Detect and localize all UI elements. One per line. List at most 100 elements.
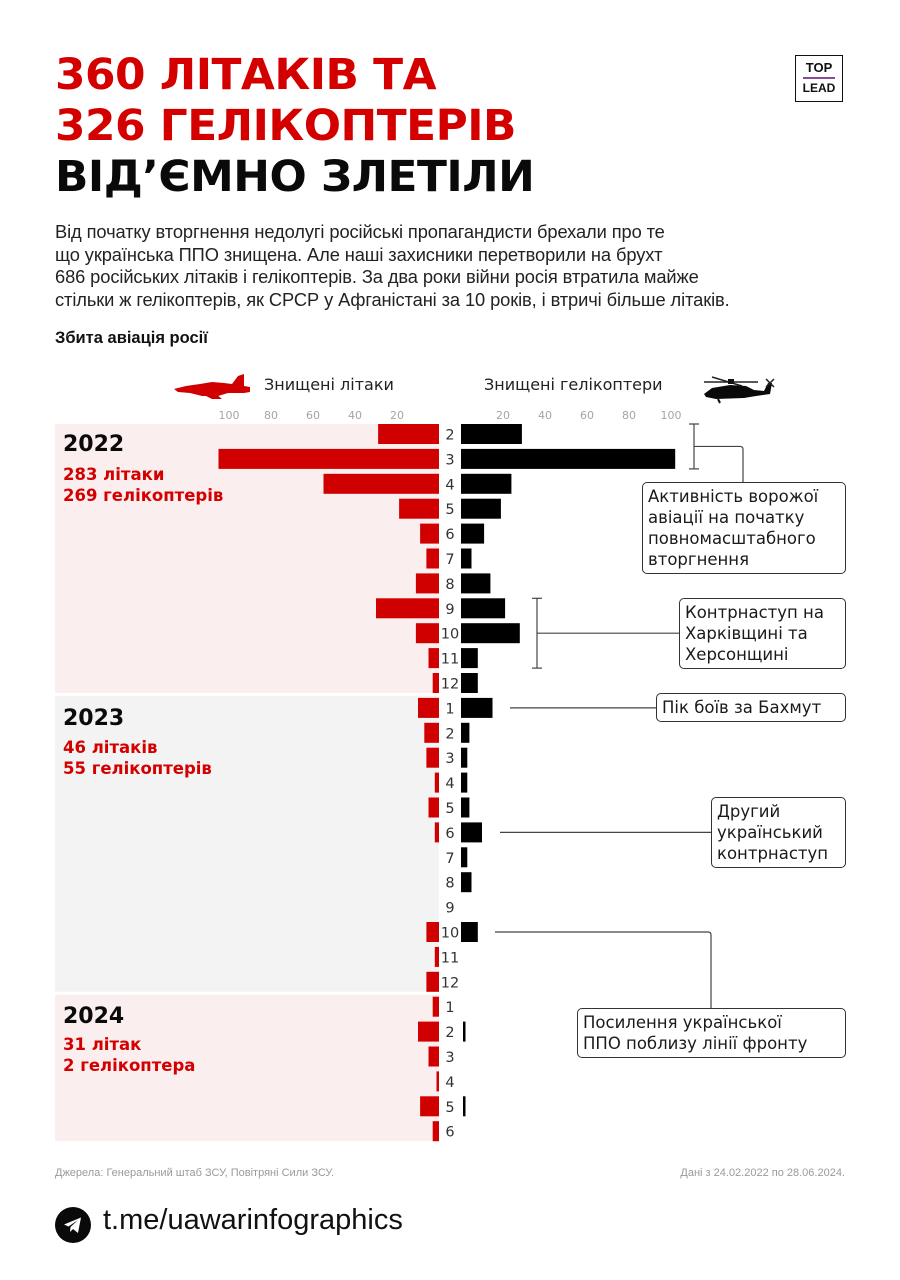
plane-bar-2023-1 <box>418 697 439 718</box>
plane-bar-2023-6 <box>434 822 439 843</box>
annotation-air-defense: Посилення української ППО поблизу лінії … <box>577 1008 846 1058</box>
annotation-line: контрнаступ <box>717 844 829 863</box>
headline-line-3: ВІД’ЄМНО ЗЛЕТІЛИ <box>55 152 535 202</box>
plane-bar-2024-4 <box>436 1071 439 1092</box>
telegram-icon <box>55 1207 91 1243</box>
plane-bar-2022-2 <box>378 424 439 444</box>
annotation-line: Другий <box>717 802 781 821</box>
plane-bar-2022-3 <box>218 448 439 469</box>
month-label-2022-5: 5 <box>445 502 454 518</box>
year-block-2024-background <box>55 994 439 1142</box>
logo-bottom-text: LEAD <box>802 80 836 95</box>
plane-bar-2023-3 <box>426 747 439 768</box>
month-label-2022-11: 11 <box>441 652 459 668</box>
intro-line: Від початку вторгнення недолугі російськ… <box>55 221 665 242</box>
left-axis-tick: 60 <box>306 409 320 422</box>
right-axis-tick: 20 <box>496 409 510 422</box>
month-label-2024-5: 5 <box>445 1100 454 1116</box>
telegram-channel-link[interactable]: t.me/uawarinfographics <box>103 1204 403 1236</box>
plane-bar-2023-2 <box>424 722 439 743</box>
annotation-line: Пік боїв за Бахмут <box>662 698 822 717</box>
plane-bar-2024-6 <box>432 1121 439 1142</box>
month-label-2023-1: 1 <box>445 701 454 717</box>
helicopter-bar-2022-7 <box>461 548 472 569</box>
logo-top-text: TOP <box>805 60 833 75</box>
year-2024-label: 2024 <box>63 1004 125 1029</box>
plane-bar-2023-4 <box>434 772 439 793</box>
month-label-2023-12: 12 <box>441 975 459 991</box>
month-label-2023-10: 10 <box>441 926 459 942</box>
plane-bar-2023-11 <box>434 946 439 967</box>
helicopter-icon <box>704 376 775 404</box>
helicopter-bar-2022-6 <box>461 523 485 544</box>
helicopter-bar-2022-2 <box>461 424 522 444</box>
plane-bar-2024-1 <box>432 996 439 1017</box>
legend-helicopters: Знищені гелікоптери <box>484 375 663 394</box>
annotation-line: вторгнення <box>648 550 750 569</box>
headline: 360 ЛІТАКІВ ТА 326 ГЕЛІКОПТЕРІВ ВІД’ЄМНО… <box>55 50 535 203</box>
helicopter-bar-2023-3 <box>461 747 468 768</box>
plane-bar-2023-12 <box>426 971 439 992</box>
helicopter-bar-2022-10 <box>461 623 520 644</box>
plane-bar-2022-8 <box>415 573 439 594</box>
year-2023-label: 2023 <box>63 706 125 731</box>
annotation-line: ППО поблизу лінії фронту <box>583 1034 808 1053</box>
year-2022-planes-total: 283 літаки <box>63 465 165 484</box>
plane-bar-2022-7 <box>426 548 439 569</box>
month-label-2022-9: 9 <box>445 602 454 618</box>
month-label-2023-2: 2 <box>445 726 454 742</box>
month-label-2023-3: 3 <box>445 751 454 767</box>
top-lead-logo: TOP LEAD <box>795 55 843 102</box>
intro-line: 686 російських літаків і гелікоптерів. З… <box>55 266 699 287</box>
helicopter-bar-2023-2 <box>461 722 470 743</box>
plane-bar-2023-5 <box>428 797 439 818</box>
month-label-2023-8: 8 <box>445 876 454 892</box>
date-range-note: Дані з 24.02.2022 по 28.06.2024. <box>680 1167 845 1179</box>
annotation-second-counteroffensive: Другий український контрнаступ <box>711 797 846 868</box>
month-label-2024-2: 2 <box>445 1025 454 1041</box>
left-axis-tick: 20 <box>390 409 404 422</box>
legend-planes: Знищені літаки <box>264 375 394 394</box>
helicopter-bar-2024-5 <box>463 1096 466 1117</box>
year-2024-totals: 31 літак 2 гелікоптера <box>63 1034 195 1076</box>
intro-line: стільки ж гелікоптерів, як СРСР у Афгані… <box>55 288 730 310</box>
year-2022-label: 2022 <box>63 432 125 457</box>
year-2024-helicopters-total: 2 гелікоптера <box>63 1056 196 1075</box>
helicopter-bar-2023-1 <box>461 697 493 718</box>
plane-bar-2024-5 <box>420 1096 439 1117</box>
annotation-connector <box>495 931 712 1008</box>
year-2023-planes-total: 46 літаків <box>63 738 158 757</box>
helicopter-bar-2022-5 <box>461 498 501 519</box>
month-label-2022-6: 6 <box>445 527 454 543</box>
helicopter-bar-2023-8 <box>461 872 472 893</box>
plane-bar-2022-9 <box>376 598 439 619</box>
month-label-2023-5: 5 <box>445 801 454 817</box>
month-label-2022-8: 8 <box>445 577 454 593</box>
left-axis-tick: 80 <box>264 409 278 422</box>
headline-line-2: 326 ГЕЛІКОПТЕРІВ <box>55 101 516 151</box>
plane-bar-2022-5 <box>399 498 439 519</box>
logo-divider <box>803 77 835 79</box>
month-label-2023-11: 11 <box>441 950 459 966</box>
annotation-kharkiv-kherson: Контрнаступ на Харківщині та Херсонщині <box>679 598 846 669</box>
annotation-line: авіації на початку <box>648 508 805 527</box>
annotation-line: Посилення української <box>583 1013 782 1032</box>
year-2022-helicopters-total: 269 гелікоптерів <box>63 486 224 505</box>
right-axis-tick: 80 <box>622 409 636 422</box>
month-label-2024-6: 6 <box>445 1125 454 1141</box>
annotation-line: Херсонщині <box>685 645 789 664</box>
plane-bar-2022-10 <box>415 623 439 644</box>
year-2024-planes-total: 31 літак <box>63 1035 142 1054</box>
month-label-2022-3: 3 <box>445 452 454 468</box>
month-label-2023-6: 6 <box>445 826 454 842</box>
annotation-line: повномасштабного <box>648 529 816 548</box>
annotation-invasion-start: Активність ворожої авіації на початку по… <box>642 482 846 574</box>
chart-title: Збита авіація росії <box>55 329 208 347</box>
annotation-line: український <box>717 823 823 842</box>
right-axis-tick: 60 <box>580 409 594 422</box>
helicopter-bar-2022-3 <box>461 448 676 469</box>
sources-note: Джерела: Генеральний штаб ЗСУ, Повітряні… <box>55 1167 334 1179</box>
helicopter-bar-2023-7 <box>461 847 468 868</box>
annotation-connector <box>694 445 744 482</box>
intro-paragraph: Від початку вторгнення недолугі російськ… <box>55 221 855 311</box>
